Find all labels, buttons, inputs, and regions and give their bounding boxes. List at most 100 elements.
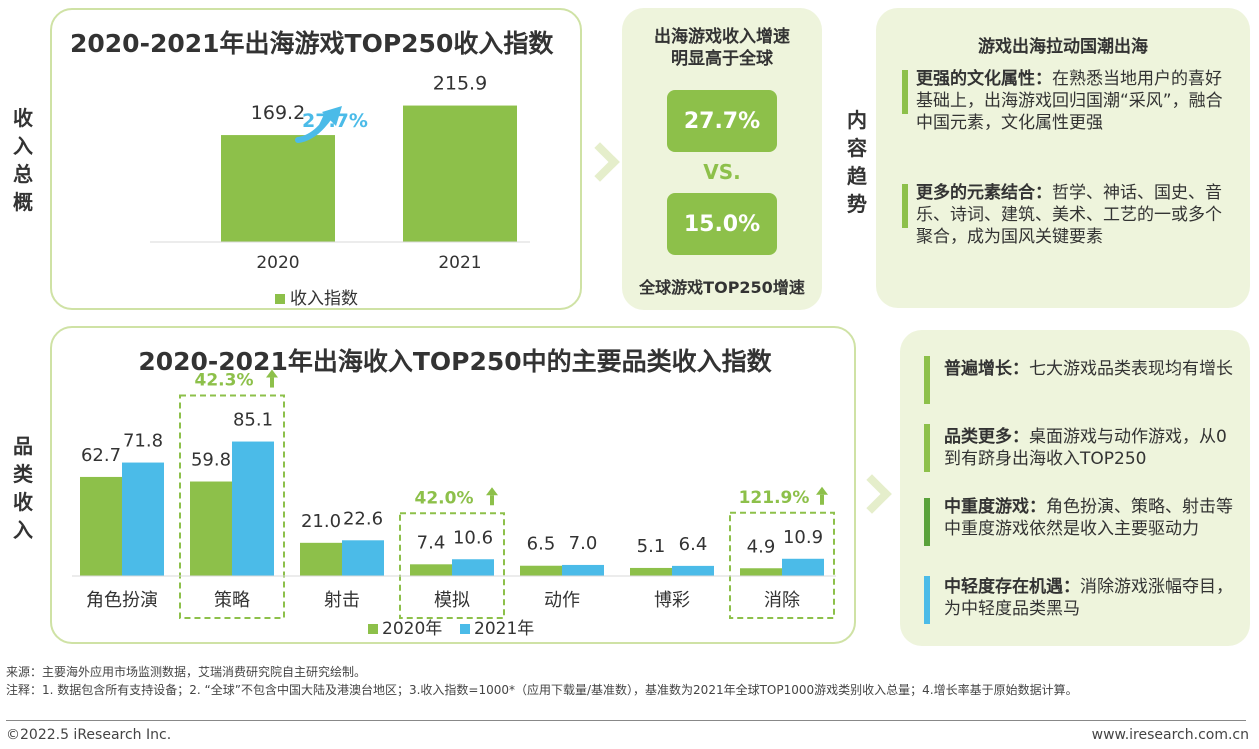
growth-compare-card — [622, 8, 822, 310]
top-bar-value: 169.2 — [251, 102, 305, 124]
category-bullet-1 — [924, 356, 930, 404]
top-chart-svg: 169.2 2020 215.9 2021 27.7% 收入指数 — [150, 73, 530, 309]
trend-item-1: 更强的文化属性：在熟悉当地用户的喜好基础上，出海游戏回归国潮“采风”，融合中国元… — [916, 68, 1232, 134]
bar-value-2021: 10.9 — [783, 527, 823, 548]
side-label-char: 品 — [13, 434, 33, 458]
category-item-3: 中重度游戏：角色扮演、策略、射击等中重度游戏依然是收入主要驱动力 — [944, 496, 1240, 540]
top-bar-2020 — [221, 135, 335, 242]
trend-card-title: 游戏出海拉动国潮出海 — [978, 37, 1148, 57]
legend-2021-swatch — [460, 624, 470, 634]
up-arrow-stem — [270, 377, 274, 388]
top-chart-panel: 2020-2021年出海游戏TOP250收入指数 169.2 2020 215.9 2… — [50, 8, 582, 310]
trend-bullet-1 — [902, 70, 908, 114]
bottom-chart-svg: 42.3% 42.0% 121.9% 62.771.8 角色扮演 59.885.1 策略 2… — [72, 369, 836, 639]
top-bar-category: 2020 — [256, 253, 299, 273]
bar-2020-消除 — [740, 568, 782, 576]
bar-2020-模拟 — [410, 564, 452, 576]
category-label: 模拟 — [434, 590, 470, 611]
side-label-char: 概 — [13, 190, 33, 214]
category-item-4: 中轻度存在机遇：消除游戏涨幅夺目，为中轻度品类黑马 — [944, 576, 1240, 620]
copyright: ©2022.5 iResearch Inc. — [6, 727, 172, 743]
up-arrow-icon — [486, 487, 498, 496]
bar-value-2020: 62.7 — [81, 445, 121, 466]
category-item-2-head: 品类更多： — [944, 427, 1029, 447]
top-chart-title: 2020-2021年出海游戏TOP250收入指数 — [70, 29, 554, 58]
bottom-chart-panel: 2020-2021年出海收入TOP250中的主要品类收入指数 — [50, 326, 856, 644]
website: www.iresearch.com.cn — [1091, 727, 1249, 743]
bar-2021-动作 — [562, 564, 604, 576]
category-item-4-body: 消除游戏涨幅夺目，为中轻度品类黑马 — [944, 577, 1233, 619]
highlight-box-模拟 — [399, 512, 505, 619]
growth-arrow-icon — [295, 113, 333, 143]
top-legend-label: 收入指数 — [290, 289, 358, 309]
side-label-char: 容 — [847, 136, 867, 160]
highlight-box-策略 — [179, 394, 285, 619]
growth-arrow-head-icon — [322, 106, 342, 126]
chevron-right-icon — [852, 474, 892, 514]
bar-value-2021: 10.6 — [453, 527, 493, 548]
top-legend-swatch — [275, 294, 285, 304]
bar-2020-射击 — [300, 542, 342, 576]
side-label-char: 类 — [13, 462, 33, 486]
trend-item-1-head: 更强的文化属性： — [916, 69, 1052, 89]
trend-item-2-body: 哲学、神话、国史、音乐、诗词、建筑、美术、工艺的一或多个聚合，成为国风关键要素 — [916, 183, 1222, 247]
trend-card — [876, 8, 1250, 308]
category-card — [900, 330, 1250, 646]
footer-divider — [6, 720, 1246, 721]
side-label-revenue-overview: 收 入 总 概 — [8, 104, 38, 216]
category-item-4-head: 中轻度存在机遇： — [944, 577, 1080, 597]
bar-value-2020: 5.1 — [637, 536, 666, 557]
top-bar-value: 215.9 — [433, 73, 487, 95]
category-label: 射击 — [324, 590, 360, 611]
category-label: 角色扮演 — [86, 590, 158, 611]
annotation-note: 注释：1. 数据包含所有支持设备；2. “全球”不包含中国大陆及港澳台地区；3.… — [6, 683, 1078, 697]
legend-2020-swatch — [368, 624, 378, 634]
category-bullet-2 — [924, 424, 930, 472]
bar-2021-消除 — [782, 558, 824, 576]
trend-item-2-head: 更多的元素结合： — [916, 183, 1052, 203]
bar-value-2021: 22.6 — [343, 508, 383, 529]
growth-compare-header: 出海游戏收入增速 明显高于全球 — [654, 27, 790, 69]
trend-item-1-body: 在熟悉当地用户的喜好基础上，出海游戏回归国潮“采风”，融合中国元素，文化属性更强 — [916, 69, 1223, 133]
legend-2020-label: 2020年 — [382, 619, 442, 639]
category-item-2: 品类更多：桌面游戏与动作游戏，从0到有跻身出海收入TOP250 — [944, 426, 1240, 470]
top-bar-2021 — [403, 105, 517, 242]
highlight-growth-label: 42.0% — [415, 488, 474, 508]
category-item-3-body: 角色扮演、策略、射击等中重度游戏依然是收入主要驱动力 — [944, 497, 1233, 539]
side-label-char: 内 — [847, 108, 867, 132]
trend-item-2: 更多的元素结合：哲学、神话、国史、音乐、诗词、建筑、美术、工艺的一或多个聚合，成… — [916, 182, 1232, 248]
bar-2021-博彩 — [672, 565, 714, 576]
bar-value-2021: 71.8 — [123, 431, 163, 452]
bar-value-2021: 7.0 — [569, 533, 598, 554]
highlight-growth-label: 42.3% — [195, 371, 254, 391]
category-label: 动作 — [544, 590, 580, 611]
category-label: 策略 — [214, 590, 250, 611]
category-bullet-3 — [924, 498, 930, 546]
category-label: 博彩 — [654, 590, 690, 611]
bar-2021-策略 — [232, 441, 274, 576]
chevron-right-icon — [580, 142, 620, 182]
category-label: 消除 — [764, 590, 800, 611]
side-label-char: 势 — [847, 192, 867, 216]
top-bar-category: 2021 — [438, 253, 481, 273]
up-arrow-stem — [820, 494, 824, 505]
side-label-category-revenue: 品 类 收 入 — [8, 432, 38, 544]
top-growth-label: 27.7% — [302, 110, 368, 132]
bar-2021-模拟 — [452, 559, 494, 576]
source-note: 来源：主要海外应用市场监测数据，艾瑞消费研究院自主研究绘制。 — [6, 665, 367, 679]
vs-label: VS. — [703, 160, 741, 184]
up-arrow-stem — [490, 495, 494, 506]
bar-2021-射击 — [342, 540, 384, 576]
side-label-char: 收 — [13, 106, 33, 130]
highlight-box-消除 — [729, 511, 835, 619]
category-item-2-body: 桌面游戏与动作游戏，从0到有跻身出海收入TOP250 — [944, 427, 1227, 469]
bar-value-2021: 85.1 — [233, 410, 273, 431]
category-bullet-4 — [924, 576, 930, 624]
side-label-content-trend: 内 容 趋 势 — [842, 106, 872, 218]
stat-global-growth: 15.0% — [667, 193, 777, 255]
bar-2020-动作 — [520, 565, 562, 576]
stat-overseas-growth: 27.7% — [667, 90, 777, 152]
side-label-char: 入 — [13, 518, 33, 542]
bar-value-2020: 4.9 — [747, 536, 776, 557]
bar-2020-角色扮演 — [80, 476, 122, 576]
